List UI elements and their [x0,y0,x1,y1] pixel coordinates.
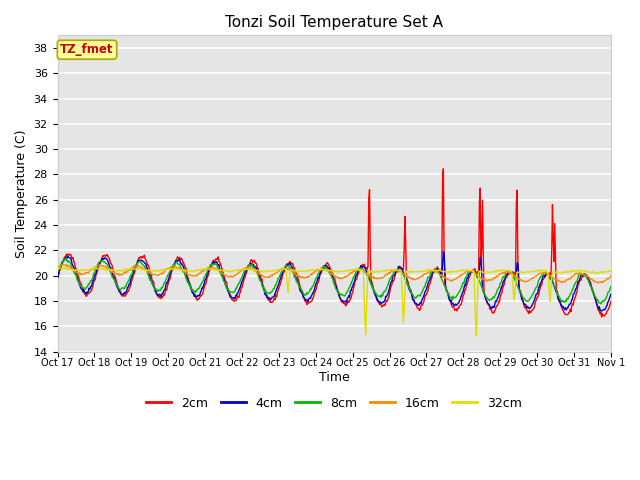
Text: TZ_fmet: TZ_fmet [60,43,114,56]
Y-axis label: Soil Temperature (C): Soil Temperature (C) [15,129,28,258]
X-axis label: Time: Time [319,371,349,384]
Title: Tonzi Soil Temperature Set A: Tonzi Soil Temperature Set A [225,15,444,30]
Legend: 2cm, 4cm, 8cm, 16cm, 32cm: 2cm, 4cm, 8cm, 16cm, 32cm [141,392,527,415]
